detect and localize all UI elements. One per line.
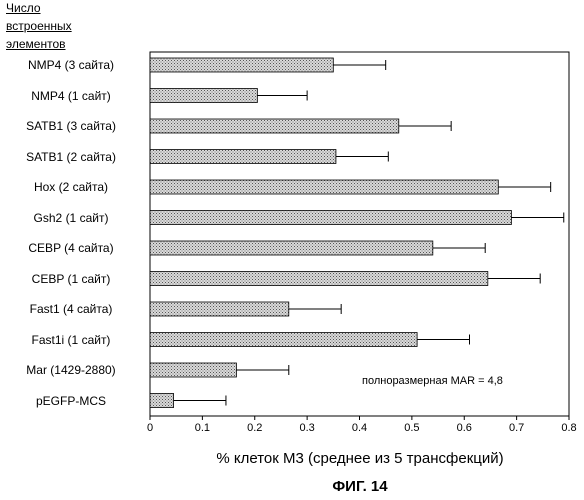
bar [150,241,433,255]
x-tick-label: 0.1 [182,422,222,434]
bar [150,394,174,408]
bar [150,180,498,194]
bar [150,302,289,316]
x-tick-label: 0.7 [497,422,537,434]
bar [150,150,336,164]
x-tick-label: 0.3 [287,422,327,434]
bar [150,333,417,347]
x-tick-label: 0.6 [444,422,484,434]
x-tick-label: 0.8 [549,422,584,434]
category-label: Hox (2 сайта) [0,180,142,194]
bar [150,119,399,133]
category-label: SATB1 (2 сайта) [0,150,142,164]
category-label: Mar (1429-2880) [0,363,142,377]
figure-caption: ФИГ. 14 [150,478,570,495]
category-label: Gsh2 (1 сайт) [0,211,142,225]
category-label: Fast1i (1 сайт) [0,333,142,347]
category-label: NMP4 (1 сайт) [0,89,142,103]
x-tick-label: 0 [130,422,170,434]
category-label: CEBP (1 сайт) [0,272,142,286]
bar [150,211,511,225]
bar [150,89,257,103]
x-tick-label: 0.5 [392,422,432,434]
x-tick-label: 0.2 [235,422,275,434]
bar [150,363,236,377]
category-label: CEBP (4 сайта) [0,241,142,255]
category-label: pEGFP-MCS [0,394,142,408]
x-axis-title: % клеток М3 (среднее из 5 трансфекций) [150,450,570,467]
plot-frame [150,52,569,416]
bar [150,272,488,286]
category-label: Fast1 (4 сайта) [0,302,142,316]
x-tick-label: 0.4 [340,422,380,434]
bar [150,58,333,72]
category-label: NMP4 (3 сайта) [0,58,142,72]
category-label: SATB1 (3 сайта) [0,119,142,133]
annotation: полноразмерная MAR = 4,8 [362,375,503,387]
